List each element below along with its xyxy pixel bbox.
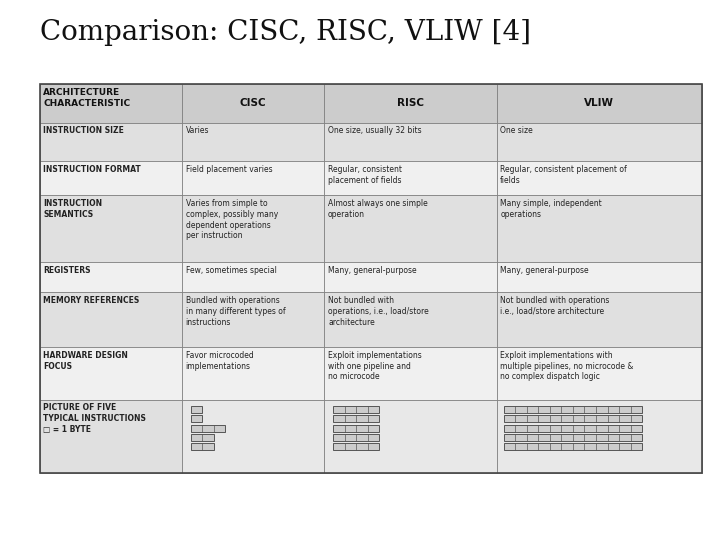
FancyBboxPatch shape bbox=[497, 347, 702, 400]
FancyBboxPatch shape bbox=[497, 161, 702, 195]
Text: MEMORY REFERENCES: MEMORY REFERENCES bbox=[43, 296, 140, 305]
FancyBboxPatch shape bbox=[497, 84, 702, 123]
FancyBboxPatch shape bbox=[40, 123, 182, 161]
Text: CISC: CISC bbox=[240, 98, 266, 108]
FancyBboxPatch shape bbox=[191, 424, 225, 431]
FancyBboxPatch shape bbox=[333, 424, 379, 431]
FancyBboxPatch shape bbox=[504, 406, 642, 413]
Text: Regular, consistent placement of
fields: Regular, consistent placement of fields bbox=[500, 165, 627, 185]
Text: INSTRUCTION
SEMANTICS: INSTRUCTION SEMANTICS bbox=[43, 199, 102, 219]
FancyBboxPatch shape bbox=[40, 195, 182, 262]
FancyBboxPatch shape bbox=[504, 424, 642, 431]
Text: Exploit implementations with
multiple pipelines, no microcode &
no complex dispa: Exploit implementations with multiple pi… bbox=[500, 351, 634, 381]
FancyBboxPatch shape bbox=[191, 443, 214, 450]
FancyBboxPatch shape bbox=[497, 123, 702, 161]
FancyBboxPatch shape bbox=[191, 415, 202, 422]
FancyBboxPatch shape bbox=[182, 84, 325, 123]
FancyBboxPatch shape bbox=[40, 161, 182, 195]
FancyBboxPatch shape bbox=[182, 161, 325, 195]
FancyBboxPatch shape bbox=[325, 195, 497, 262]
Text: INSTRUCTION FORMAT: INSTRUCTION FORMAT bbox=[43, 165, 141, 174]
Text: REGISTERS: REGISTERS bbox=[43, 266, 91, 275]
Text: Not bundled with
operations, i.e., load/store
architecture: Not bundled with operations, i.e., load/… bbox=[328, 296, 429, 327]
FancyBboxPatch shape bbox=[40, 347, 182, 400]
Text: Bundled with operations
in many different types of
instructions: Bundled with operations in many differen… bbox=[186, 296, 285, 327]
Text: Comparison: CISC, RISC, VLIW [4]: Comparison: CISC, RISC, VLIW [4] bbox=[40, 19, 531, 46]
FancyBboxPatch shape bbox=[182, 195, 325, 262]
FancyBboxPatch shape bbox=[182, 293, 325, 347]
FancyBboxPatch shape bbox=[325, 293, 497, 347]
FancyBboxPatch shape bbox=[333, 415, 379, 422]
Text: Varies: Varies bbox=[186, 126, 209, 136]
FancyBboxPatch shape bbox=[182, 123, 325, 161]
FancyBboxPatch shape bbox=[333, 434, 379, 441]
FancyBboxPatch shape bbox=[497, 262, 702, 293]
Text: HARDWARE DESIGN
FOCUS: HARDWARE DESIGN FOCUS bbox=[43, 351, 128, 370]
FancyBboxPatch shape bbox=[325, 400, 497, 472]
Text: Few, sometimes special: Few, sometimes special bbox=[186, 266, 276, 275]
Text: ARCHITECTURE
CHARACTERISTIC: ARCHITECTURE CHARACTERISTIC bbox=[43, 88, 130, 108]
FancyBboxPatch shape bbox=[504, 443, 642, 450]
FancyBboxPatch shape bbox=[325, 84, 497, 123]
FancyBboxPatch shape bbox=[504, 415, 642, 422]
FancyBboxPatch shape bbox=[182, 347, 325, 400]
Text: Not bundled with operations
i.e., load/store architecture: Not bundled with operations i.e., load/s… bbox=[500, 296, 610, 316]
Text: Many, general-purpose: Many, general-purpose bbox=[328, 266, 417, 275]
Text: Many, general-purpose: Many, general-purpose bbox=[500, 266, 589, 275]
FancyBboxPatch shape bbox=[497, 195, 702, 262]
FancyBboxPatch shape bbox=[40, 293, 182, 347]
FancyBboxPatch shape bbox=[40, 84, 182, 123]
Text: One size: One size bbox=[500, 126, 533, 136]
FancyBboxPatch shape bbox=[325, 161, 497, 195]
Text: Many simple, independent
operations: Many simple, independent operations bbox=[500, 199, 602, 219]
Text: RISC: RISC bbox=[397, 98, 424, 108]
Text: One size, usually 32 bits: One size, usually 32 bits bbox=[328, 126, 422, 136]
Text: Field placement varies: Field placement varies bbox=[186, 165, 272, 174]
Text: Almost always one simple
operation: Almost always one simple operation bbox=[328, 199, 428, 219]
FancyBboxPatch shape bbox=[40, 262, 182, 293]
FancyBboxPatch shape bbox=[497, 400, 702, 472]
FancyBboxPatch shape bbox=[191, 434, 214, 441]
FancyBboxPatch shape bbox=[191, 406, 202, 413]
Text: Exploit implementations
with one pipeline and
no microcode: Exploit implementations with one pipelin… bbox=[328, 351, 422, 381]
FancyBboxPatch shape bbox=[182, 262, 325, 293]
FancyBboxPatch shape bbox=[504, 434, 642, 441]
FancyBboxPatch shape bbox=[40, 400, 182, 472]
FancyBboxPatch shape bbox=[325, 262, 497, 293]
FancyBboxPatch shape bbox=[325, 347, 497, 400]
Text: Favor microcoded
implementations: Favor microcoded implementations bbox=[186, 351, 253, 370]
Text: PICTURE OF FIVE
TYPICAL INSTRUCTIONS
□ = 1 BYTE: PICTURE OF FIVE TYPICAL INSTRUCTIONS □ =… bbox=[43, 403, 146, 434]
FancyBboxPatch shape bbox=[325, 123, 497, 161]
Text: INSTRUCTION SIZE: INSTRUCTION SIZE bbox=[43, 126, 124, 136]
Text: VLIW: VLIW bbox=[585, 98, 614, 108]
FancyBboxPatch shape bbox=[182, 400, 325, 472]
Text: Regular, consistent
placement of fields: Regular, consistent placement of fields bbox=[328, 165, 402, 185]
FancyBboxPatch shape bbox=[497, 293, 702, 347]
FancyBboxPatch shape bbox=[333, 406, 379, 413]
FancyBboxPatch shape bbox=[333, 443, 379, 450]
Text: Varies from simple to
complex, possibly many
dependent operations
per instructio: Varies from simple to complex, possibly … bbox=[186, 199, 278, 240]
